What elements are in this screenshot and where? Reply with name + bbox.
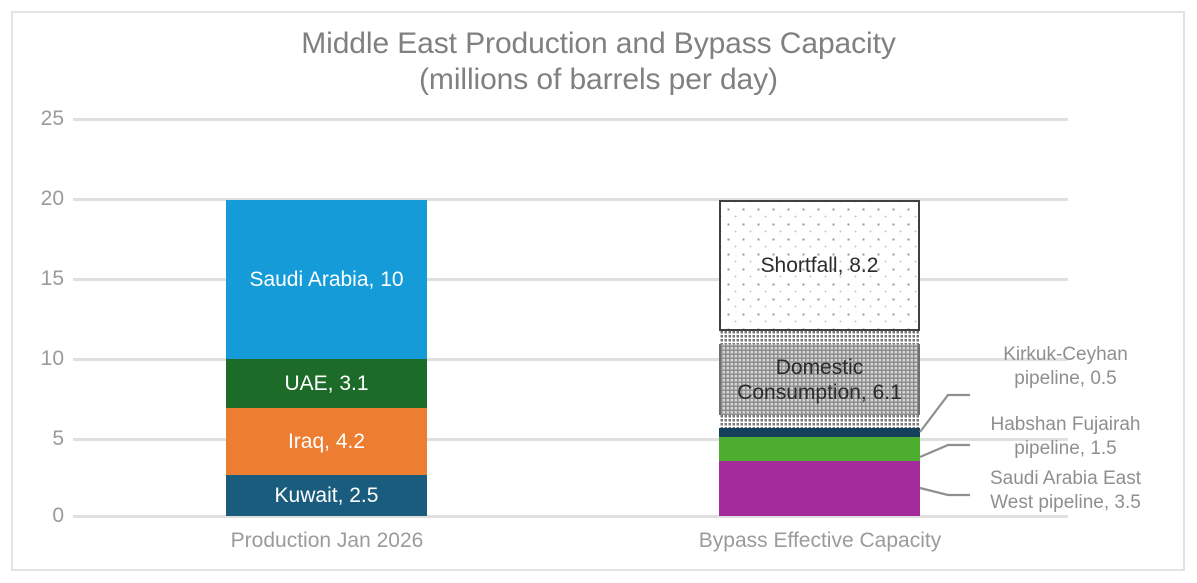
gridline-5 bbox=[73, 438, 1068, 441]
ytick-label-15: 15 bbox=[40, 267, 64, 290]
callout-leader-lines bbox=[919, 393, 970, 497]
gridline-10 bbox=[73, 358, 1068, 361]
ytick-label-20: 20 bbox=[40, 187, 64, 210]
ytick-label-0: 0 bbox=[52, 504, 64, 527]
chart-title-line1: Middle East Production and Bypass Capaci… bbox=[301, 27, 896, 60]
gridline-15 bbox=[73, 278, 1068, 281]
bar-segment-label-iraq: Iraq, 4.2 bbox=[287, 430, 366, 453]
bar-bypass-effective-capacity[interactable]: Shortfall, 8.2 Domestic Consumption, 6.1 bbox=[719, 200, 920, 516]
chart-title-line2: (millions of barrels per day) bbox=[419, 63, 778, 96]
bar-segment-habshan-fujairah-pipeline[interactable] bbox=[719, 437, 920, 461]
bar-segment-label-kuwait: Kuwait, 2.5 bbox=[274, 484, 379, 507]
callout-habshan-fujairah-pipeline: Habshan Fujairah pipeline, 1.5 bbox=[990, 414, 1141, 459]
chart-title: Middle East Production and Bypass Capaci… bbox=[0, 26, 1197, 98]
gridline-25 bbox=[73, 118, 1068, 121]
category-label-bypass: Bypass Effective Capacity bbox=[698, 529, 942, 552]
ytick-label-25: 25 bbox=[40, 107, 64, 130]
bar-segment-label-saudi-arabia: Saudi Arabia, 10 bbox=[249, 268, 404, 291]
ytick-label-10: 10 bbox=[40, 347, 64, 370]
bar-segment-saudi-arabia[interactable]: Saudi Arabia, 10 bbox=[226, 200, 427, 359]
ytick-label-5: 5 bbox=[52, 427, 64, 450]
bar-segment-label-uae: UAE, 3.1 bbox=[284, 372, 369, 395]
bar-segment-iraq[interactable]: Iraq, 4.2 bbox=[226, 408, 427, 475]
bar-segment-label-domestic-consumption: Domestic Consumption, 6.1 bbox=[737, 355, 902, 404]
bar-segment-domestic-consumption[interactable]: Domestic Consumption, 6.1 bbox=[719, 331, 920, 428]
bar-segment-shortfall[interactable]: Shortfall, 8.2 bbox=[719, 200, 920, 331]
gridline-0 bbox=[73, 515, 1068, 518]
bar-segment-saudi-arabia-east-west-pipeline[interactable] bbox=[719, 461, 920, 516]
bar-segment-label-shortfall: Shortfall, 8.2 bbox=[760, 254, 879, 277]
gridline-20 bbox=[73, 198, 1068, 201]
callout-saudi-arabia-east-west-pipeline: Saudi Arabia East West pipeline, 3.5 bbox=[989, 468, 1142, 513]
category-label-production: Production Jan 2026 bbox=[230, 529, 424, 552]
callout-kirkuk-ceyhan-pipeline: Kirkuk-Ceyhan pipeline, 0.5 bbox=[1003, 344, 1128, 389]
bar-segment-kirkuk-ceyhan-pipeline[interactable] bbox=[719, 428, 920, 437]
chart-frame bbox=[11, 11, 1185, 571]
bar-segment-kuwait[interactable]: Kuwait, 2.5 bbox=[226, 475, 427, 516]
bar-production-jan-2026[interactable]: Saudi Arabia, 10 UAE, 3.1 Iraq, 4.2 Kuwa… bbox=[226, 200, 427, 516]
bar-segment-uae[interactable]: UAE, 3.1 bbox=[226, 359, 427, 408]
